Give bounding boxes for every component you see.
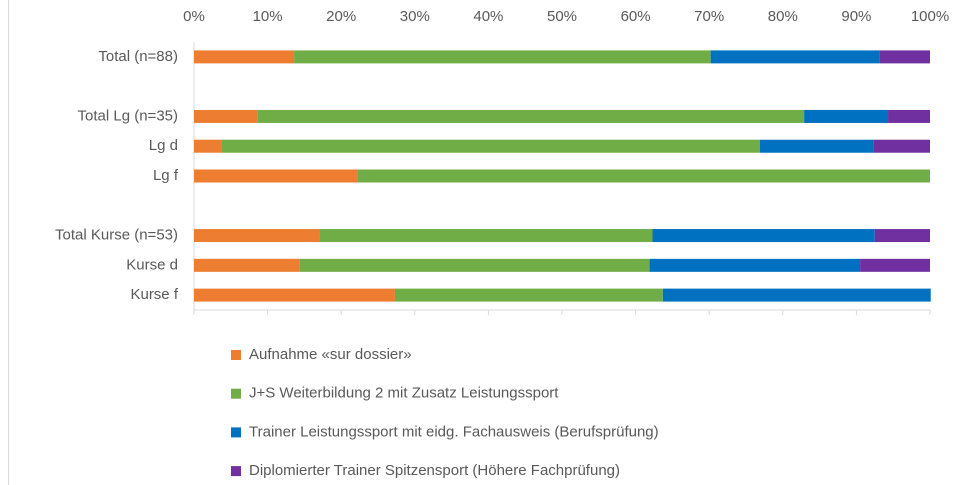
x-tick-label: 90% <box>841 8 871 25</box>
x-tick-label: 20% <box>326 8 356 25</box>
bar-segment <box>710 50 880 64</box>
bar-segment <box>257 109 805 123</box>
bar-segment <box>874 229 930 243</box>
bar-segment <box>357 169 931 183</box>
bar-segment <box>888 109 930 123</box>
x-tick-label: 0% <box>183 8 205 25</box>
legend-swatch <box>231 466 241 477</box>
bar-segment <box>194 50 295 64</box>
bar-segment <box>759 139 874 153</box>
x-tick-label: 10% <box>253 8 283 25</box>
bar-segment <box>194 169 358 183</box>
bar-segment <box>394 288 663 302</box>
bar-segment <box>221 139 760 153</box>
x-tick-label: 80% <box>768 8 798 25</box>
bar-segment <box>294 50 711 64</box>
legend-swatch <box>231 388 241 399</box>
bar-segment <box>194 258 300 272</box>
legend-swatch <box>231 350 241 360</box>
bar-segment <box>873 139 930 153</box>
bar-segment <box>652 229 875 243</box>
bar-segment <box>879 50 930 64</box>
x-tick-label: 100% <box>911 8 949 25</box>
y-tick-label: Total (n=88) <box>98 48 178 65</box>
bar-segment <box>860 258 930 272</box>
bar-segment <box>662 288 931 302</box>
x-tick-label: 60% <box>621 8 651 25</box>
x-tick-label: 30% <box>400 8 430 25</box>
bar-segment <box>319 229 653 243</box>
y-tick-label: Total Lg (n=35) <box>78 107 178 124</box>
bar-segment <box>804 109 889 123</box>
bar-segment <box>299 258 650 272</box>
y-tick-label: Lg f <box>153 167 179 184</box>
bar-segment <box>194 109 258 123</box>
legend-label: Aufnahme «sur dossier» <box>249 346 412 363</box>
x-tick-label: 40% <box>473 8 503 25</box>
x-tick-label: 50% <box>547 8 577 25</box>
x-tick-label: 70% <box>694 8 724 25</box>
legend-swatch <box>231 427 241 438</box>
y-tick-label: Total Kurse (n=53) <box>55 227 178 244</box>
y-tick-label: Lg d <box>149 137 178 154</box>
legend-label: Diplomierter Trainer Spitzensport (Höher… <box>249 462 620 479</box>
bar-segment <box>194 288 395 302</box>
bar-segment <box>194 139 222 153</box>
y-tick-label: Kurse d <box>126 256 178 273</box>
legend-label: Trainer Leistungssport mit eidg. Fachaus… <box>249 423 659 440</box>
bar-segment <box>649 258 861 272</box>
y-tick-label: Kurse f <box>130 286 178 303</box>
legend-label: J+S Weiterbildung 2 mit Zusatz Leistungs… <box>249 385 559 402</box>
bar-segment <box>194 229 320 243</box>
